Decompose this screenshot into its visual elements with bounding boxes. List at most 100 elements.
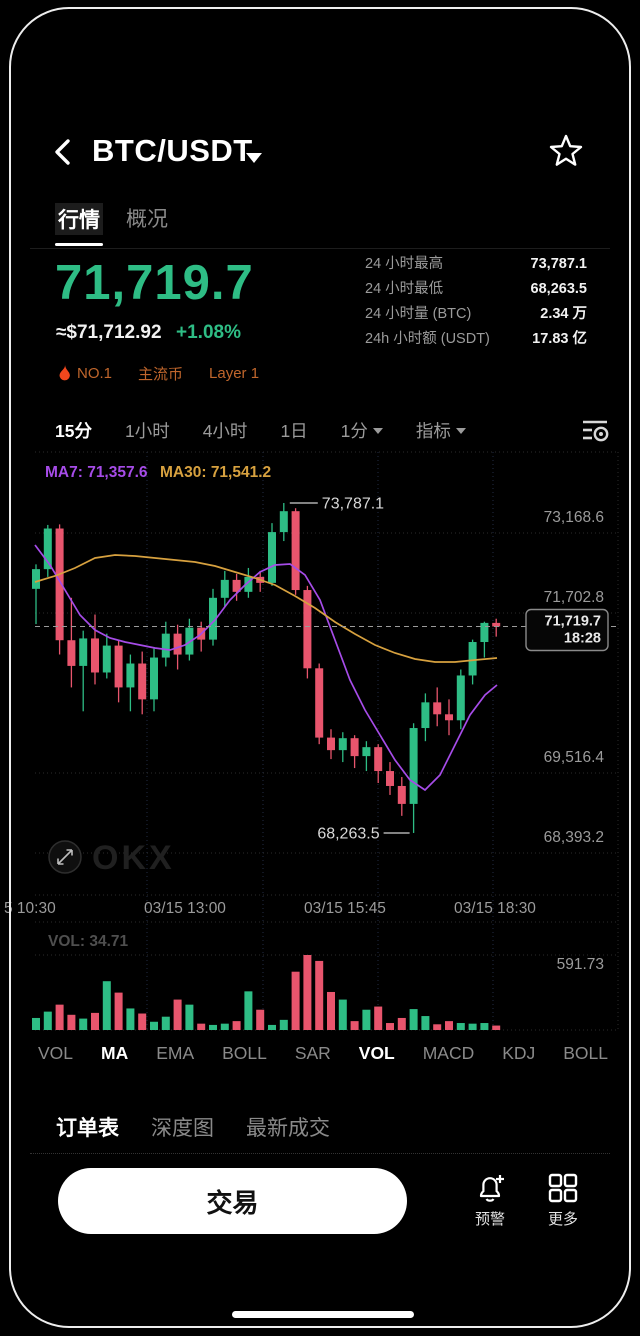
svg-text:03/15 15:45: 03/15 15:45 bbox=[304, 900, 386, 917]
candle-body bbox=[480, 622, 489, 643]
candle-body bbox=[138, 663, 147, 700]
volume-bar bbox=[268, 1024, 276, 1030]
candle-body bbox=[79, 638, 88, 666]
volume-bar bbox=[315, 960, 324, 1030]
star-outline bbox=[549, 134, 583, 166]
volume-bar bbox=[492, 1025, 501, 1030]
indicator-vol[interactable]: VOL bbox=[38, 1043, 74, 1063]
stat-value: 73,787.1 bbox=[530, 256, 587, 272]
pair-dropdown-caret-icon[interactable] bbox=[246, 153, 262, 163]
timeframe-1d[interactable]: 1日 bbox=[280, 418, 307, 443]
indicator-sar[interactable]: SAR bbox=[294, 1043, 331, 1063]
chart-settings-icon[interactable] bbox=[580, 417, 610, 443]
candle-body bbox=[173, 633, 182, 655]
volume-bar bbox=[456, 1023, 465, 1030]
current-price-tag[interactable] bbox=[525, 608, 609, 652]
favorite-star-icon[interactable] bbox=[549, 133, 583, 167]
candle-body bbox=[291, 511, 300, 591]
volume-bar bbox=[279, 1019, 288, 1030]
indicator-ema[interactable]: EMA bbox=[156, 1043, 195, 1063]
volume-bar bbox=[244, 991, 253, 1030]
tab-depth[interactable]: 深度图 bbox=[151, 1117, 214, 1140]
volume-bar bbox=[197, 1023, 206, 1030]
rank-badge[interactable]: NO.1 bbox=[58, 365, 112, 382]
tab-orderbook[interactable]: 订单表 bbox=[56, 1117, 119, 1140]
volume-bar bbox=[327, 991, 335, 1030]
timeframe-label: 1分 bbox=[340, 420, 368, 441]
svg-text:73,787.1: 73,787.1 bbox=[322, 496, 384, 513]
timeframe-label: 1日 bbox=[280, 420, 308, 441]
fiat-price: ≈$71,712.92 bbox=[56, 322, 162, 343]
svg-text:68,263.5: 68,263.5 bbox=[317, 825, 379, 842]
trade-button[interactable]: 交易 bbox=[58, 1168, 407, 1234]
candle-body bbox=[315, 668, 324, 738]
tab-overview[interactable]: 概况 bbox=[126, 208, 168, 231]
timeframe-15m[interactable]: 15分 bbox=[55, 418, 92, 443]
candle-body bbox=[445, 714, 453, 721]
stat-label: 24 小时量 (BTC) bbox=[365, 306, 472, 322]
volume-bar bbox=[32, 1017, 40, 1030]
indicator-macd[interactable]: MACD bbox=[422, 1043, 475, 1063]
candle-body bbox=[244, 576, 253, 592]
volume-bar bbox=[114, 992, 123, 1030]
timeframe-bar: 15分 1小时 4小时 1日 1分 指标 bbox=[55, 417, 610, 443]
category-badge[interactable]: 主流币 bbox=[138, 363, 183, 384]
volume-bar bbox=[386, 1023, 394, 1030]
pair-title[interactable]: BTC/USDT bbox=[92, 133, 253, 168]
indicator-dropdown[interactable]: 指标 bbox=[416, 418, 466, 443]
timeframe-1h[interactable]: 1小时 bbox=[125, 418, 170, 443]
svg-text:03/15 13:00: 03/15 13:00 bbox=[144, 900, 226, 917]
home-indicator[interactable] bbox=[232, 1311, 414, 1318]
indicator-selector-row: VOL MA EMA BOLL SAR VOL MACD KDJ BOLL bbox=[38, 1043, 608, 1064]
svg-text:5 10:30: 5 10:30 bbox=[4, 900, 56, 917]
svg-text:18:28: 18:28 bbox=[564, 631, 601, 647]
candle-body bbox=[150, 657, 158, 700]
layer-badge[interactable]: Layer 1 bbox=[209, 365, 259, 382]
divider bbox=[30, 1153, 610, 1154]
indicator-boll[interactable]: BOLL bbox=[222, 1043, 267, 1063]
timeframe-dropdown[interactable]: 1分 bbox=[341, 418, 383, 443]
volume-bar bbox=[362, 1009, 371, 1030]
volume-bar bbox=[79, 1018, 88, 1030]
price-alert-button[interactable]: 预警 bbox=[460, 1172, 520, 1229]
ma7-line bbox=[34, 544, 498, 792]
svg-text:VOL: 34.71: VOL: 34.71 bbox=[48, 933, 128, 950]
volume-bar bbox=[185, 1004, 194, 1030]
candle-body bbox=[279, 511, 288, 533]
volume-bar bbox=[338, 999, 347, 1030]
last-price: 71,719.7 bbox=[55, 256, 254, 310]
volume-bar bbox=[43, 1011, 52, 1030]
candle-body bbox=[55, 528, 64, 641]
candle-body bbox=[327, 737, 335, 751]
candle-body bbox=[468, 642, 477, 676]
svg-text:68,393.2: 68,393.2 bbox=[544, 829, 604, 846]
indicator-vol2[interactable]: VOL bbox=[358, 1043, 395, 1063]
tab-latest-trades[interactable]: 最新成交 bbox=[246, 1117, 330, 1140]
timeframe-label: 1小时 bbox=[124, 420, 170, 441]
candle-body bbox=[350, 738, 359, 757]
tab-market[interactable]: 行情 bbox=[55, 203, 103, 235]
stat-row: 24h 小时额 (USDT) 17.83 亿 bbox=[365, 330, 587, 348]
more-button[interactable]: 更多 bbox=[533, 1172, 593, 1229]
stats-panel: 24 小时最高 73,787.1 24 小时最低 68,263.5 24 小时量 (… bbox=[365, 255, 587, 348]
timeframe-4h[interactable]: 4小时 bbox=[203, 418, 248, 443]
stat-value: 17.83 亿 bbox=[532, 331, 587, 347]
candle-body bbox=[126, 663, 135, 688]
volume-bar bbox=[55, 1004, 64, 1030]
volume-bar bbox=[303, 955, 312, 1030]
stat-row: 24 小时最低 68,263.5 bbox=[365, 280, 587, 298]
expand-arrows-icon bbox=[57, 849, 73, 865]
svg-text:OKX: OKX bbox=[92, 839, 175, 877]
volume-bar bbox=[397, 1017, 406, 1030]
candle-body bbox=[362, 747, 371, 757]
back-button[interactable] bbox=[50, 137, 76, 167]
indicator-ma[interactable]: MA bbox=[101, 1043, 129, 1063]
divider bbox=[30, 248, 610, 249]
chart-gridlines bbox=[35, 451, 619, 1031]
stat-label: 24h 小时额 (USDT) bbox=[365, 331, 490, 347]
volume-bar bbox=[409, 1009, 418, 1030]
indicator-boll2[interactable]: BOLL bbox=[563, 1043, 608, 1063]
indicator-kdj[interactable]: KDJ bbox=[502, 1043, 536, 1063]
